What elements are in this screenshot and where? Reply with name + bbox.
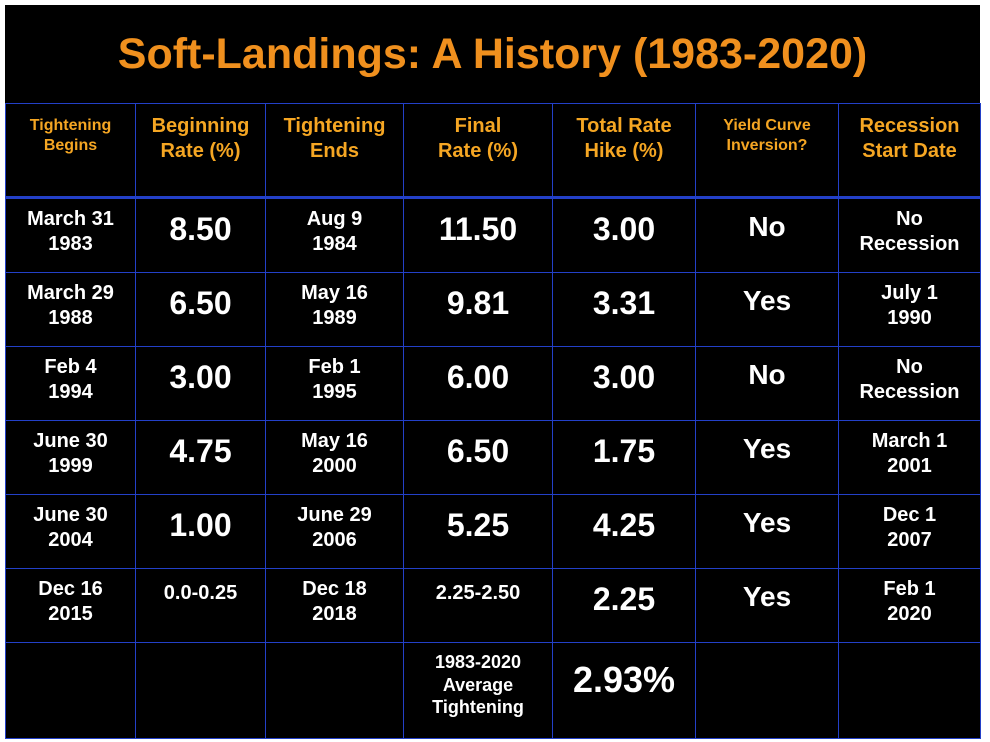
- header-cell: Tightening Ends: [265, 103, 404, 199]
- table-cell: May 16 2000: [265, 420, 404, 495]
- table-cell: 3.00: [552, 198, 696, 273]
- table-cell: July 1 1990: [838, 272, 981, 347]
- table-cell: Yes: [695, 272, 839, 347]
- table-cell: Feb 1 1995: [265, 346, 404, 421]
- table-cell: March 31 1983: [5, 198, 136, 273]
- empty-cell: [265, 642, 404, 739]
- table-cell: 2.25: [552, 568, 696, 643]
- table-cell: 11.50: [403, 198, 553, 273]
- table-cell: 4.75: [135, 420, 266, 495]
- table-cell: May 16 1989: [265, 272, 404, 347]
- header-cell: Yield Curve Inversion?: [695, 103, 839, 199]
- table-cell: 0.0-0.25: [135, 568, 266, 643]
- slide: Soft-Landings: A History (1983-2020) Tig…: [5, 5, 981, 739]
- table-cell: Dec 1 2007: [838, 494, 981, 569]
- table-cell: 6.50: [135, 272, 266, 347]
- footer-value: 2.93%: [552, 642, 696, 739]
- table-cell: June 29 2006: [265, 494, 404, 569]
- header-cell: Total Rate Hike (%): [552, 103, 696, 199]
- table-cell: June 30 2004: [5, 494, 136, 569]
- table-cell: Feb 4 1994: [5, 346, 136, 421]
- empty-cell: [838, 642, 981, 739]
- table-cell: No Recession: [838, 198, 981, 273]
- table-cell: 3.00: [135, 346, 266, 421]
- header-cell: Tightening Begins: [5, 103, 136, 199]
- table-cell: 5.25: [403, 494, 553, 569]
- title: Soft-Landings: A History (1983-2020): [117, 29, 868, 78]
- table-cell: 6.50: [403, 420, 553, 495]
- table-cell: March 29 1988: [5, 272, 136, 347]
- table-cell: Yes: [695, 420, 839, 495]
- table-cell: Dec 16 2015: [5, 568, 136, 643]
- header-cell: Beginning Rate (%): [135, 103, 266, 199]
- table-cell: 8.50: [135, 198, 266, 273]
- table-cell: 1.75: [552, 420, 696, 495]
- empty-cell: [695, 642, 839, 739]
- table-cell: Feb 1 2020: [838, 568, 981, 643]
- table-cell: Yes: [695, 494, 839, 569]
- table-cell: No: [695, 346, 839, 421]
- header-cell: Recession Start Date: [838, 103, 981, 199]
- table-cell: June 30 1999: [5, 420, 136, 495]
- table-cell: 3.00: [552, 346, 696, 421]
- table-cell: March 1 2001: [838, 420, 981, 495]
- table-cell: 1.00: [135, 494, 266, 569]
- table-cell: 9.81: [403, 272, 553, 347]
- table-cell: No Recession: [838, 346, 981, 421]
- empty-cell: [5, 642, 136, 739]
- table-cell: Dec 18 2018: [265, 568, 404, 643]
- table-cell: 4.25: [552, 494, 696, 569]
- table-cell: 2.25-2.50: [403, 568, 553, 643]
- empty-cell: [135, 642, 266, 739]
- table-cell: Aug 9 1984: [265, 198, 404, 273]
- table-cell: 3.31: [552, 272, 696, 347]
- table-cell: Yes: [695, 568, 839, 643]
- table-cell: 6.00: [403, 346, 553, 421]
- header-cell: Final Rate (%): [403, 103, 553, 199]
- footer-label: 1983-2020 Average Tightening: [403, 642, 553, 739]
- table-cell: No: [695, 198, 839, 273]
